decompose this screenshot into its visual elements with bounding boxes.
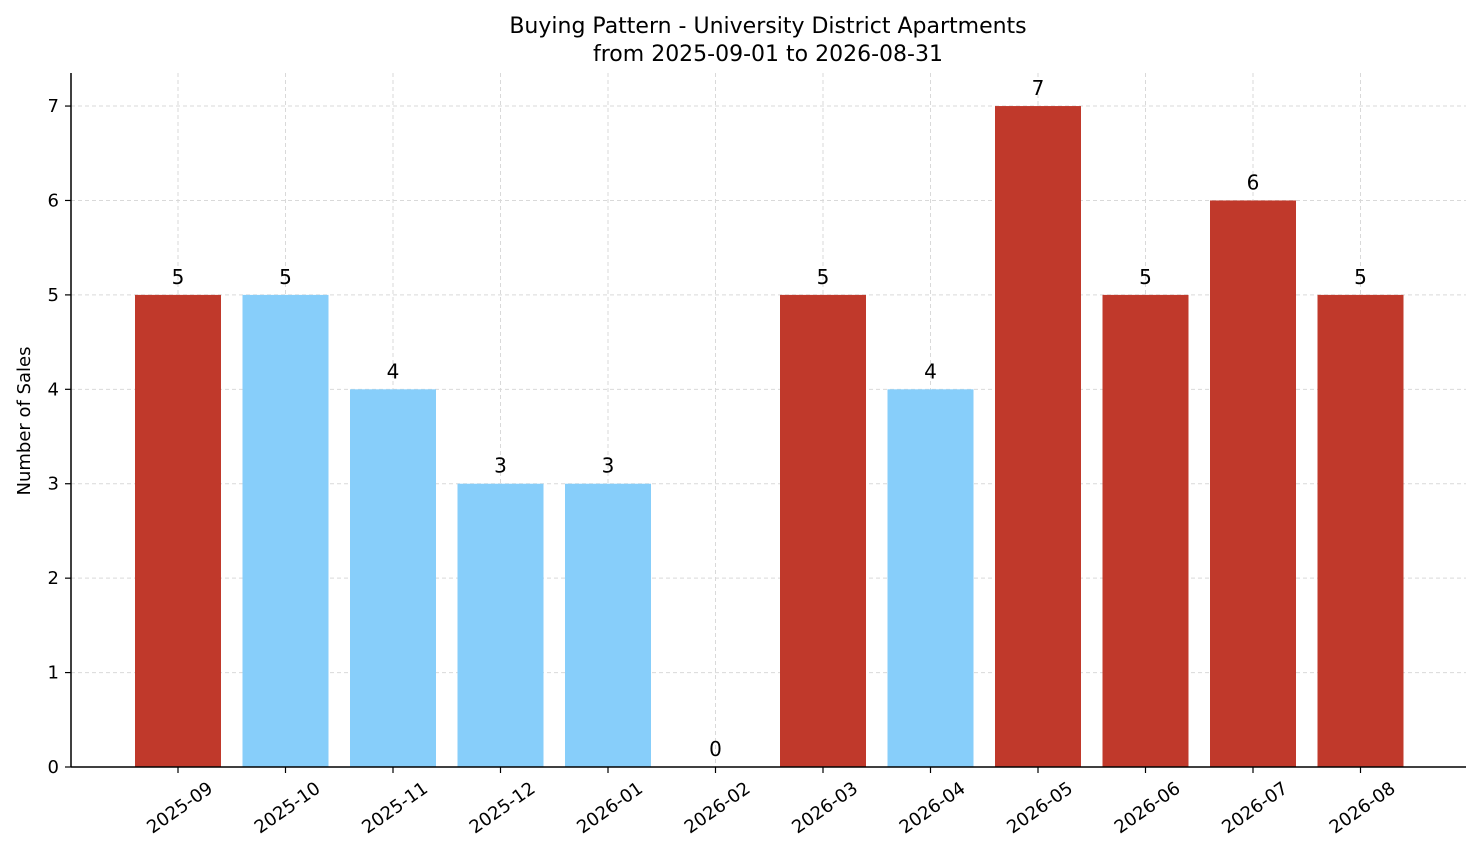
y-tick-label: 5: [48, 285, 59, 306]
x-tick-label: 2026-06: [1111, 778, 1185, 838]
x-tick-label: 2025-09: [143, 778, 217, 838]
y-tick-label: 7: [48, 96, 59, 117]
chart-subtitle: from 2025-09-01 to 2026-08-31: [593, 42, 943, 67]
bars: [135, 106, 1404, 768]
y-tick-label: 6: [48, 190, 59, 211]
data-labels: 5 5 4 3 3 0 5 4 7 5 6 5: [172, 76, 1367, 761]
data-label: 5: [1354, 265, 1367, 289]
y-axis-label: Number of Sales: [14, 346, 35, 495]
x-tick-label: 2025-12: [466, 778, 540, 838]
x-tick-label: 2026-05: [1003, 778, 1077, 838]
bar: [565, 483, 651, 767]
bar: [887, 389, 974, 767]
bar: [1210, 200, 1296, 768]
y-tick-label: 2: [48, 568, 59, 589]
x-tick-label: 2026-08: [1326, 778, 1400, 838]
bar: [350, 389, 436, 767]
y-tick-label: 3: [48, 474, 59, 495]
x-tick-label: 2026-01: [573, 778, 647, 838]
bar: [242, 294, 329, 767]
data-label: 7: [1032, 76, 1045, 100]
bar: [1102, 294, 1189, 767]
data-label: 4: [924, 359, 937, 383]
bar: [780, 294, 866, 767]
bar: [135, 294, 221, 767]
bar: [1317, 294, 1404, 767]
data-label: 4: [387, 359, 400, 383]
data-label: 5: [172, 265, 185, 289]
y-tick-label: 1: [48, 663, 59, 684]
x-tick-label: 2025-10: [251, 778, 325, 838]
data-label: 5: [817, 265, 830, 289]
data-label: 6: [1247, 170, 1260, 194]
data-label: 0: [709, 737, 722, 761]
x-tick-label: 2026-07: [1218, 778, 1292, 838]
data-label: 5: [1139, 265, 1152, 289]
x-tick-label: 2026-04: [896, 778, 970, 838]
data-label: 3: [602, 454, 615, 478]
bar: [457, 483, 544, 767]
chart-title: Buying Pattern - University District Apa…: [509, 14, 1026, 39]
x-tick-label: 2026-03: [788, 778, 862, 838]
data-label: 3: [494, 454, 507, 478]
x-tick-label: 2025-11: [358, 778, 432, 838]
y-tick-label: 4: [48, 379, 59, 400]
x-tick-label: 2026-02: [681, 778, 755, 838]
y-tick-label: 0: [48, 757, 59, 778]
data-label: 5: [279, 265, 292, 289]
bar: [995, 106, 1081, 768]
